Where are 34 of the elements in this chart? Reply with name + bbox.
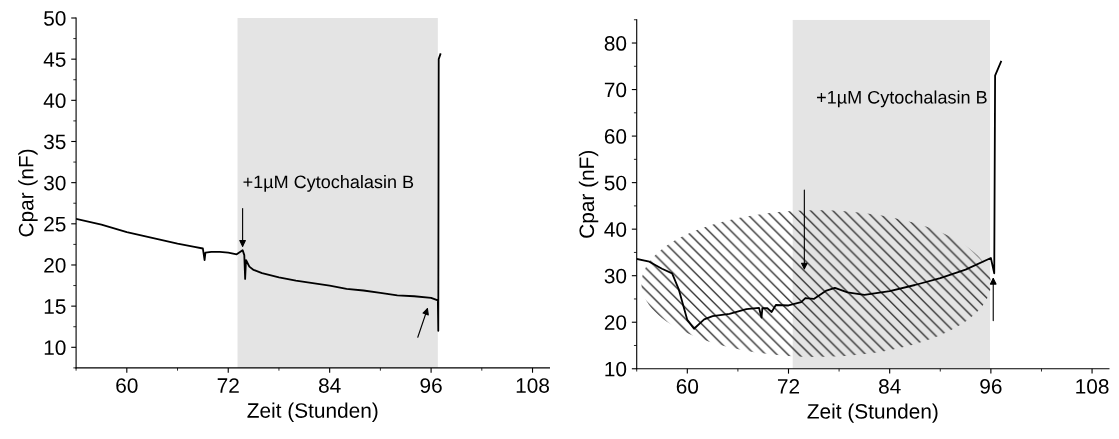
y-tick-label: 25 [44,216,66,232]
x-tick-label: 84 [879,379,901,394]
x-tick-label: 60 [676,379,699,394]
x-tick-label: 60 [116,378,138,393]
y-tick-label: 70 [604,82,627,98]
y-tick-label: 50 [604,175,627,191]
y-tick-label: 35 [43,134,66,150]
x-tick-label: 96 [980,379,1002,394]
y-tick-label: 10 [44,340,66,356]
y-tick-label: 30 [43,175,66,191]
y-tick-label: 45 [43,52,66,67]
x-tick-label: 84 [318,378,341,393]
x-tick-label: 108 [516,378,549,393]
y-tick-label: 20 [44,257,66,273]
y-tick-label: 60 [604,129,627,144]
y-axis-title: Cpar (nF) [18,149,38,237]
x-tick-label: 96 [420,378,442,393]
annotation: +1µM Cytochalasin B [817,90,987,108]
y-tick-label: 15 [44,299,66,314]
y-tick-label: 30 [604,268,627,284]
y-tick-label: 80 [604,36,627,51]
y-tick-label: 40 [604,222,627,237]
y-tick-label: 50 [44,11,66,26]
y-tick-label: 20 [604,315,627,330]
y-tick-label: 40 [43,93,66,109]
x-axis-title: Zeit (Stunden) [247,402,378,422]
y-axis-title: Cpar (nF) [578,150,599,238]
x-tick-label: 72 [777,379,800,394]
line-series [636,60,1002,330]
x-tick-label: 108 [1076,379,1109,394]
x-axis-title: Zeit (Stunden) [807,403,938,423]
y-tick-label: 10 [605,361,627,377]
annotation: +1µM Cytochalasin B [243,174,414,192]
x-tick-label: 72 [217,378,239,393]
